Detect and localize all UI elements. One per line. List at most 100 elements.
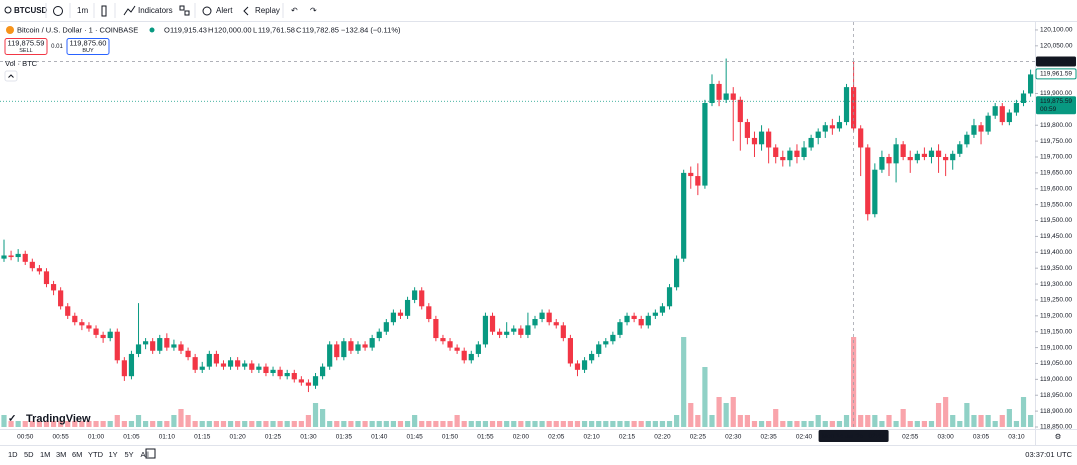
volume-bar — [865, 415, 871, 427]
candle-body — [610, 334, 616, 342]
candle-body — [872, 169, 878, 215]
candle-body — [907, 157, 913, 161]
candle-body — [822, 125, 828, 132]
candle-body — [546, 312, 552, 323]
candle-body — [320, 366, 326, 377]
indicators[interactable]: Indicators — [138, 6, 173, 15]
candle-body — [206, 353, 212, 367]
search-icon — [4, 6, 12, 14]
candle-body — [121, 360, 127, 377]
volume-bar — [546, 421, 552, 427]
volume-bar — [751, 421, 758, 427]
volume-bar — [879, 421, 885, 427]
candle-body — [525, 325, 531, 335]
range-button[interactable]: YTD — [88, 450, 104, 459]
range-button[interactable]: 1Y — [109, 450, 118, 459]
volume-bar — [369, 421, 375, 427]
replay[interactable]: Replay — [255, 6, 280, 15]
interval[interactable]: 1m — [77, 6, 88, 15]
candle-body — [298, 379, 304, 383]
buy-label: BUY — [82, 48, 94, 54]
volume-bar — [291, 421, 297, 427]
volume-legend: Vol · BTC — [5, 59, 38, 68]
candle-body — [744, 122, 750, 138]
candle-body — [419, 290, 425, 307]
volume-bar — [709, 415, 715, 427]
redo[interactable]: ↷ — [310, 6, 317, 15]
buy-button[interactable] — [66, 38, 110, 55]
candle-body — [787, 150, 793, 161]
volume-bar — [426, 421, 432, 427]
candle-body — [504, 331, 510, 335]
volume-bar — [419, 421, 425, 427]
candle-body — [369, 338, 375, 348]
volume-bar — [971, 415, 977, 427]
volume-bar — [645, 421, 651, 427]
range-button[interactable]: 1M — [40, 450, 50, 459]
candle-body — [157, 338, 163, 351]
volume-bar — [744, 415, 750, 427]
y-tick-label: 119,050.00 — [1040, 360, 1072, 367]
sell-button[interactable] — [4, 38, 48, 55]
candle-body — [235, 360, 241, 367]
candle-body — [497, 331, 503, 335]
candle-body — [284, 373, 290, 377]
volume-bar — [29, 421, 35, 427]
candle-body — [327, 344, 333, 367]
volume-bar — [560, 421, 566, 427]
y-tick-label: 118,900.00 — [1040, 408, 1072, 415]
candle-body — [199, 366, 205, 370]
y-tick-label: 118,850.00 — [1040, 424, 1072, 431]
volume-bar — [454, 415, 460, 427]
volume-bar — [553, 421, 559, 427]
layouts[interactable] — [179, 5, 185, 11]
range-button[interactable]: All — [141, 450, 150, 459]
candle-body — [277, 369, 283, 377]
candle-body — [475, 344, 481, 354]
volume-bar — [532, 421, 538, 427]
candle-body — [794, 150, 800, 157]
market-status — [149, 27, 155, 33]
candle-body — [638, 319, 644, 326]
undo[interactable]: ↶ — [291, 6, 298, 15]
candle-body — [829, 125, 835, 129]
volume-bar — [298, 421, 304, 427]
volume-bar — [964, 403, 970, 427]
candle-body — [539, 312, 545, 319]
crosshair-price-box — [1036, 56, 1076, 67]
volume-bar — [525, 421, 531, 427]
chart-type[interactable] — [101, 5, 107, 17]
candle-body — [553, 322, 559, 326]
volume-bar — [390, 421, 396, 427]
y-tick-label: 119,500.00 — [1040, 217, 1072, 224]
volume-bar — [836, 421, 843, 427]
volume-bar — [511, 421, 517, 427]
volume-bar — [341, 421, 347, 427]
symbol[interactable]: BTCUSD — [14, 6, 48, 15]
add-symbol[interactable] — [53, 6, 63, 16]
candle-body — [8, 255, 14, 258]
volume-bar — [843, 415, 850, 427]
volume-bar — [22, 421, 28, 427]
date-range-picker[interactable] — [145, 448, 156, 459]
range-button[interactable]: 5Y — [125, 450, 134, 459]
ohlc-key: H — [208, 25, 213, 34]
x-tick-label: 01:30 — [300, 434, 317, 441]
alert[interactable]: Alert — [216, 6, 233, 15]
candle-body — [270, 369, 276, 373]
ohlc-key: C — [296, 25, 302, 34]
volume-bar — [907, 421, 913, 427]
volume-bar — [178, 409, 184, 427]
volume-bar — [235, 421, 241, 427]
collapse-legend[interactable] — [4, 70, 18, 82]
range-button[interactable]: 1D — [8, 450, 18, 459]
y-tick-label: 120,050.00 — [1040, 43, 1073, 50]
range-button[interactable]: 6M — [72, 450, 82, 459]
y-tick-label: 119,000.00 — [1040, 376, 1072, 383]
range-button[interactable]: 3M — [56, 450, 66, 459]
volume-bar — [886, 415, 892, 427]
range-button[interactable]: 5D — [24, 450, 34, 459]
y-tick-label: 119,450.00 — [1040, 233, 1072, 240]
settings[interactable]: ⚙ — [1055, 432, 1062, 441]
volume-bar — [404, 421, 411, 427]
